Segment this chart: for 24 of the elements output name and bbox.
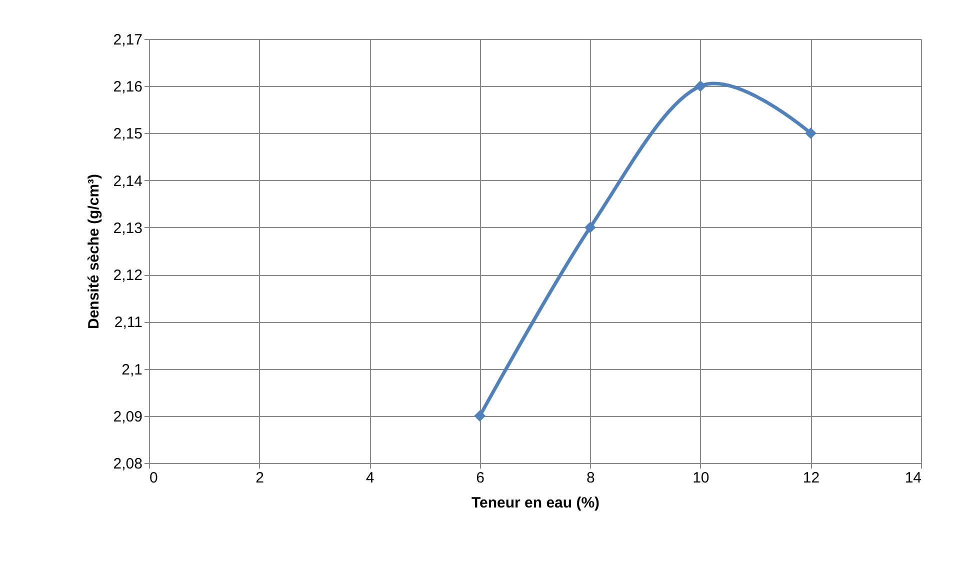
y-tick-label: 2,08 — [113, 456, 142, 472]
point — [584, 222, 596, 234]
point — [474, 410, 486, 422]
x-tick-label: 10 — [692, 470, 710, 486]
y-tick-label: 2,15 — [113, 126, 142, 143]
y-tick-label: 2,11 — [114, 314, 142, 332]
y-tick-label: 2,17 — [113, 32, 142, 48]
y-tick-label: 2,16 — [113, 78, 142, 96]
y-tick-label: 2,12 — [113, 267, 142, 284]
x-tick-label: 8 — [586, 470, 595, 486]
x-tick-label: 6 — [476, 470, 485, 486]
point — [805, 128, 816, 139]
point — [694, 80, 706, 92]
x-tick-label: 12 — [802, 470, 820, 486]
y-tick-label: 2,13 — [113, 220, 142, 237]
y-axis-title: Densité sèche (g/cm³) — [85, 174, 102, 330]
x-tick-label: 2 — [256, 470, 264, 486]
y-tick-label: 2,1 — [122, 361, 142, 378]
x-axis-title: Teneur en eau (%) — [471, 494, 600, 512]
x-tick-label: 4 — [366, 470, 374, 486]
x-tick-label: 14 — [904, 470, 922, 486]
y-tick-label: 2,14 — [113, 172, 142, 190]
y-tick-label: 2,09 — [113, 408, 142, 426]
x-tick-label: 0 — [150, 470, 158, 486]
